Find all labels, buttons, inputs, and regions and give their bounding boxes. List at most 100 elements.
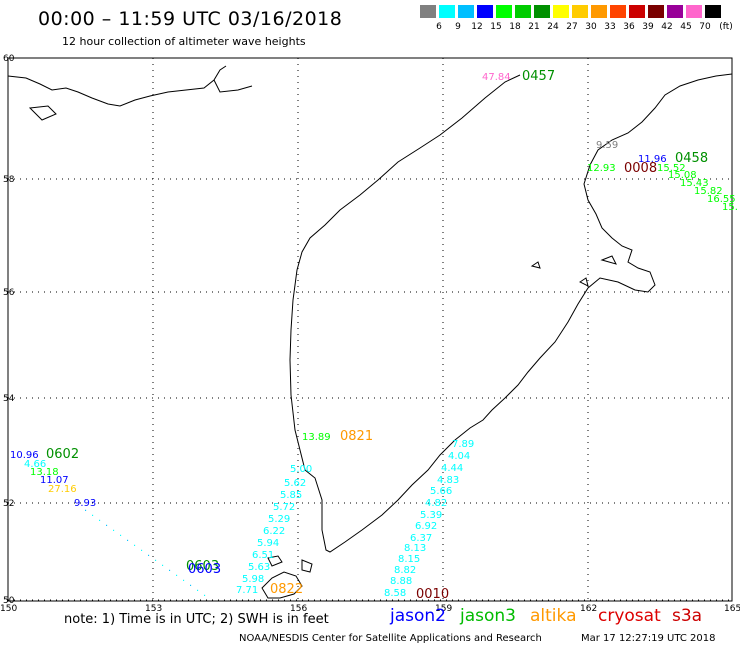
generated-timestamp: Mar 17 12:27:19 UTC 2018 (581, 633, 716, 644)
wave-height-value: 10.96 (10, 450, 39, 461)
legend-swatch (553, 5, 569, 18)
wave-height-value: 47.84 (482, 72, 511, 83)
wave-height-value: 15. (722, 202, 738, 213)
wave-height-value: 5.00 (290, 464, 312, 475)
wave-height-value: 5.66 (430, 486, 452, 497)
sw-track-marker: · (126, 536, 129, 547)
sw-track-marker: · (98, 516, 101, 527)
sw-track-marker: · (175, 571, 178, 582)
pass-label: 0603 (188, 562, 221, 577)
legend-swatch (610, 5, 626, 18)
sw-track-marker: · (147, 551, 150, 562)
sw-track-marker: · (119, 531, 122, 542)
legend-swatch (439, 5, 455, 18)
pass-label: 0822 (270, 582, 303, 597)
pass-label: 0602 (46, 447, 79, 462)
satellite-cryosat: cryosat (598, 606, 661, 626)
legend-swatch (705, 5, 721, 18)
latitude-label: 58 (3, 175, 15, 185)
satellite-jason2: jason2 (390, 606, 446, 626)
legend-swatch (572, 5, 588, 18)
map-title: 00:00 – 11:59 UTC 03/16/2018 (38, 8, 343, 30)
latitude-label: 54 (3, 394, 15, 404)
pass-label: 0603 (186, 559, 219, 574)
sw-track-labels: · · · · · · · · · · · · · · · · · · (84, 506, 206, 602)
wave-height-value: 6.92 (415, 521, 437, 532)
footer-note: note: 1) Time is in UTC; 2) SWH is in fe… (64, 612, 329, 627)
longitude-label: 150 (0, 604, 17, 614)
sw-track-marker: · (140, 546, 143, 557)
legend-swatch (458, 5, 474, 18)
wave-height-value: 4.66 (24, 459, 46, 470)
wave-height-value: 15.43 (680, 178, 709, 189)
wave-height-value: 5.63 (248, 562, 270, 573)
pass-label: 0458 (675, 151, 708, 166)
latitude-label: 50 (3, 596, 15, 606)
wave-height-value: 15.08 (668, 170, 697, 181)
sw-track-marker: · (168, 566, 171, 577)
sw-track-marker: · (196, 586, 199, 597)
legend-tick-label: 6 (436, 22, 442, 32)
sw-track-marker: · (112, 526, 115, 537)
wave-height-labels: 0457 0458 0008 0602 0821 0603 0603 0822 … (10, 69, 738, 602)
legend-unit: (ft) (719, 22, 733, 32)
latitude-label: 60 (3, 54, 15, 64)
satellite-altika: altika (530, 606, 577, 626)
sw-track-marker: · (189, 581, 192, 592)
legend-swatch (629, 5, 645, 18)
wave-height-value: 6.51 (252, 550, 274, 561)
sw-track-marker: · (133, 541, 136, 552)
legend-tick-label: 9 (455, 22, 461, 32)
latitude-label: 52 (3, 499, 14, 509)
wave-height-value: 4.44 (441, 463, 463, 474)
legend-tick-label: 24 (547, 22, 559, 32)
wave-height-value: 8.13 (404, 543, 426, 554)
longitude-label: 156 (290, 604, 307, 614)
legend-tick-label: 15 (490, 22, 502, 32)
wave-height-value: 8.82 (394, 565, 416, 576)
legend-tick-label: 27 (566, 22, 578, 32)
wave-height-value: 9.59 (596, 140, 618, 151)
longitude-label: 153 (145, 604, 162, 614)
wave-height-value: 27.16 (48, 484, 77, 495)
wave-height-value: 16.55 (707, 194, 736, 205)
wave-height-value: 4.83 (437, 475, 459, 486)
wave-height-value: 15.52 (657, 163, 686, 174)
legend-swatch (477, 5, 493, 18)
legend-tick-label: 42 (661, 22, 673, 32)
wave-height-value: 5.98 (242, 574, 264, 585)
sw-track-marker: · (154, 556, 157, 567)
wave-height-value: 7.89 (452, 439, 474, 450)
legend-tick-label: 39 (642, 22, 654, 32)
wave-height-value: 12.93 (587, 163, 616, 174)
legend-swatch (686, 5, 702, 18)
wave-height-value: 5.39 (420, 510, 442, 521)
legend-swatch (496, 5, 512, 18)
legend-tick-label: 70 (699, 22, 711, 32)
latitude-label: 56 (3, 288, 15, 298)
legend-swatch (667, 5, 683, 18)
wave-height-value: 5.94 (257, 538, 279, 549)
wave-height-value: 11.96 (638, 154, 667, 165)
longitude-label: 159 (435, 604, 452, 614)
pass-label: 0008 (624, 161, 657, 176)
wave-height-value: 13.89 (302, 432, 331, 443)
legend-tick-label: 33 (604, 22, 616, 32)
wave-height-value: 7.71 (236, 585, 258, 596)
sw-track-marker: · (84, 506, 87, 517)
legend-swatch (648, 5, 664, 18)
legend-tick-label: 21 (528, 22, 540, 32)
legend-swatch (591, 5, 607, 18)
wave-height-value: 8.58 (384, 588, 406, 599)
legend-tick-label: 45 (680, 22, 692, 32)
satellite-s3a: s3a (672, 606, 703, 626)
wave-height-value: 5.29 (268, 514, 290, 525)
legend-tick-label: 18 (509, 22, 521, 32)
longitude-label: 165 (724, 604, 740, 614)
wave-height-value: 5.85 (280, 490, 302, 501)
wave-height-value: 8.15 (398, 554, 420, 565)
wave-height-value: 4.82 (425, 498, 447, 509)
wave-height-value: 15.82 (694, 186, 723, 197)
sw-track-marker: · (91, 511, 94, 522)
